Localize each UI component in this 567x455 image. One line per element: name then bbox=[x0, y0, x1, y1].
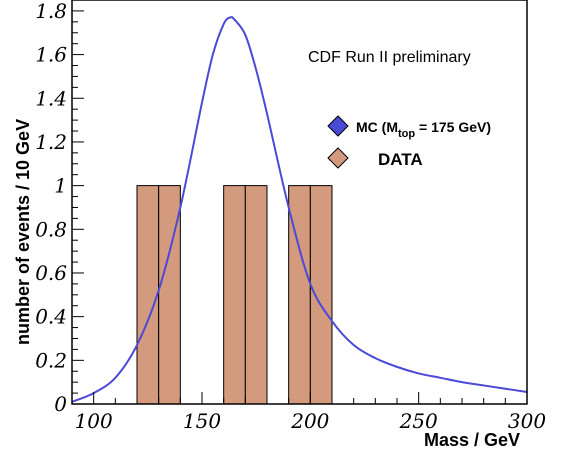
x-tick-label: 200 bbox=[290, 409, 329, 433]
y-tick-label: 0.4 bbox=[35, 305, 67, 329]
legend-mc-label: MC (Mtop = 175 GeV) bbox=[356, 119, 491, 140]
data-bar bbox=[223, 185, 246, 405]
legend-data-label: DATA bbox=[378, 150, 423, 169]
legend: MC (Mtop = 175 GeV) DATA bbox=[327, 115, 491, 169]
y-ticks: 0 0.2 0.4 0.6 0.8 1 1.2 1.4 1.6 1.8 bbox=[35, 0, 84, 416]
x-tick-label: 300 bbox=[508, 409, 546, 433]
x-tick-label: 100 bbox=[75, 409, 113, 433]
x-ticks: 100 150 200 250 300 bbox=[71, 392, 546, 433]
mc-series-line bbox=[71, 16, 528, 403]
legend-mc-marker bbox=[327, 115, 349, 137]
y-tick-label: 1.8 bbox=[35, 0, 67, 23]
y-tick-label: 1.2 bbox=[35, 130, 67, 154]
chart-annotation: CDF Run II preliminary bbox=[308, 49, 471, 66]
legend-mc-tail: = 175 GeV) bbox=[415, 119, 491, 135]
y-tick-label: 1.4 bbox=[35, 86, 67, 110]
legend-data-marker bbox=[327, 147, 349, 169]
plot-frame bbox=[71, 0, 528, 405]
y-tick-label: 0 bbox=[54, 392, 67, 416]
y-tick-label: 0.6 bbox=[35, 261, 67, 285]
legend-mc-name: MC (M bbox=[356, 119, 398, 135]
y-tick-label: 0.2 bbox=[35, 348, 67, 372]
y-tick-label: 0.8 bbox=[35, 217, 67, 241]
x-axis-label: Mass / GeV bbox=[424, 430, 520, 450]
legend-mc-sub: top bbox=[398, 128, 415, 140]
histogram-bars bbox=[136, 185, 333, 405]
y-axis-label: number of events / 10 GeV bbox=[13, 119, 33, 345]
y-tick-label: 1 bbox=[54, 174, 67, 198]
x-tick-label: 250 bbox=[399, 409, 438, 433]
x-tick-label: 150 bbox=[183, 409, 221, 433]
data-bar bbox=[309, 185, 333, 405]
data-bar bbox=[244, 185, 268, 405]
data-bar bbox=[136, 185, 160, 405]
y-tick-label: 1.6 bbox=[35, 43, 67, 67]
